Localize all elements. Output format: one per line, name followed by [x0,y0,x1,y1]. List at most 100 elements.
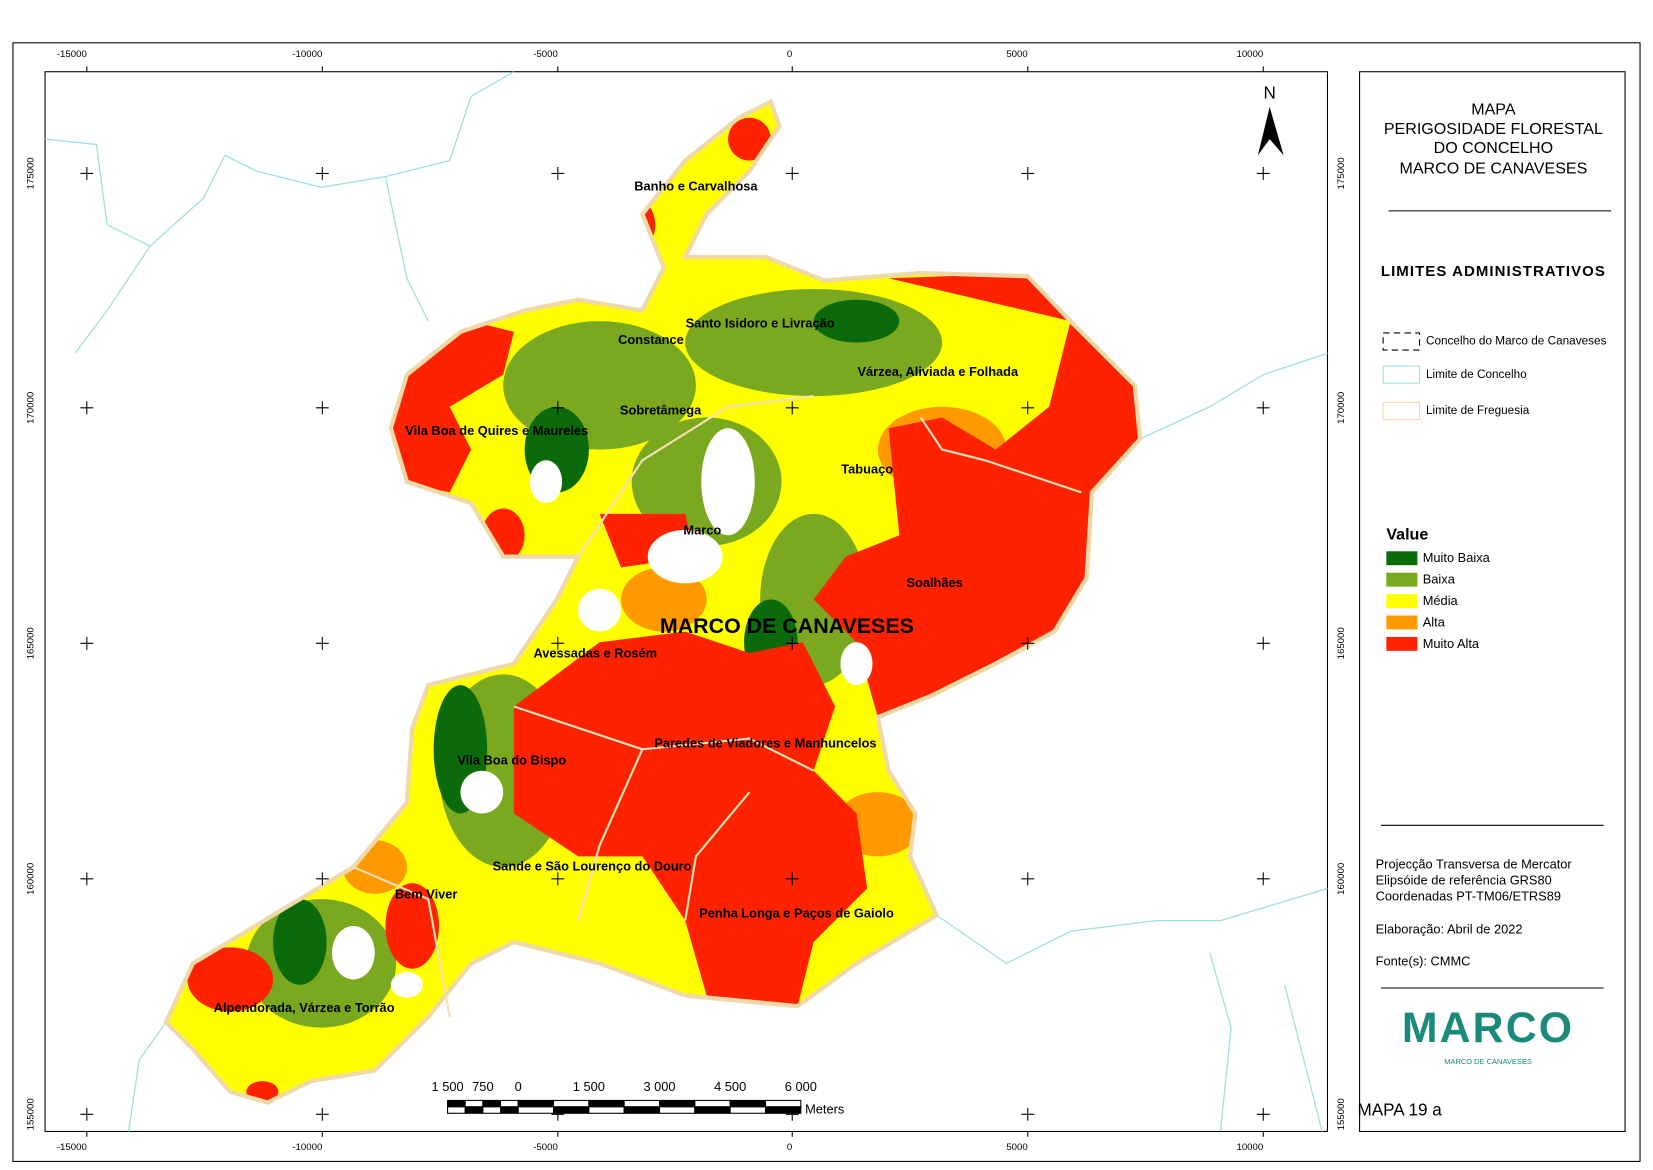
scale-segment [464,1099,484,1108]
north-label: N [1263,84,1275,103]
scale-label: 750 [472,1079,493,1094]
map-title: MARCO DE CANAVESES [1399,159,1587,177]
grid-cross [80,1107,94,1121]
scale-segment [658,1099,696,1108]
y-grid-label: 175000 [26,157,37,189]
y-grid-label: 160000 [26,863,37,895]
place-label: Constance [618,332,684,347]
freguesia-limits [352,395,1082,1018]
grid-cross [1256,636,1270,650]
place-label: Banho e Carvalhosa [634,179,758,194]
grid-cross [80,166,94,180]
scale-segment [588,1099,625,1108]
place-label: Sobretâmega [620,402,702,417]
grid-cross [551,401,565,415]
grid-cross [785,401,799,415]
x-grid-label: 10000 [1236,1142,1263,1153]
x-grid-label: 0 [787,1142,792,1153]
scale-segment [623,1099,661,1108]
map-title: MAPA [1471,100,1516,118]
class-label: Média [1423,593,1459,608]
y-grid-label: 170000 [1336,392,1347,424]
grid-cross [80,872,94,886]
scale-segment [447,1106,466,1114]
limits-title: LIMITES ADMINISTRATIVOS [1381,263,1606,280]
scale-label: 1 500 [573,1079,605,1094]
grid-cross [315,166,329,180]
scale-segment [464,1106,484,1114]
grid-cross [80,636,94,650]
limit-label: Limite de Concelho [1426,368,1527,381]
scale-segment [764,1106,802,1114]
y-grid-label: 155000 [1336,1098,1347,1130]
scale-label: 6 000 [785,1079,817,1094]
place-label: Soalhães [906,575,962,590]
place-label: Várzea, Aliviada e Folhada [857,364,1019,379]
map-title: DO CONCELHO [1434,139,1553,157]
grid-cross [1021,166,1035,180]
grid-cross [551,166,565,180]
map-title: PERIGOSIDADE FLORESTAL [1384,120,1603,138]
x-grid-label: -5000 [533,49,558,60]
grid-cross [1021,401,1035,415]
y-grid-label: 175000 [1336,157,1347,189]
y-grid-label: 165000 [1336,627,1347,659]
class-label: Muito Alta [1423,636,1480,651]
x-grid-label: -10000 [292,49,322,60]
y-grid-label: 155000 [26,1098,37,1130]
scale-label: 1 500 [432,1079,464,1094]
scale-segment [729,1106,767,1114]
class-label: Alta [1423,614,1446,629]
x-grid-label: 5000 [1006,49,1027,60]
grid-cross [315,872,329,886]
grid-cross [551,872,565,886]
scale-segment [588,1106,625,1114]
legend-panel [1359,71,1626,1132]
x-grid-label: 0 [787,49,792,60]
scale-segment [623,1106,661,1114]
class-swatch [1386,594,1418,609]
map: N MARCO DE CANAVESES [44,71,1329,1132]
limit-label: Concelho do Marco de Canaveses [1426,335,1607,348]
scale-segment [517,1106,555,1114]
grid-cross [551,636,565,650]
limit-swatch [1382,365,1421,384]
scale-segment [553,1106,590,1114]
scale-label: 0 [515,1079,522,1094]
grid-cross [1256,166,1270,180]
logo-name: MARCO [1402,1004,1574,1052]
place-label: Paredes de Viadores e Manhuncelos [654,735,876,750]
outer-frame [12,42,1641,1162]
scale-segment [729,1099,767,1108]
x-grid-label: 10000 [1236,49,1263,60]
scale-segment [517,1099,555,1108]
scale-segment [764,1099,802,1108]
grid-cross [1021,636,1035,650]
note: Elaboração: Abril de 2022 [1376,922,1523,937]
grid-cross [315,636,329,650]
logo-subtitle: MARCO DE CANAVESES [1444,1057,1532,1066]
grid-cross [1256,401,1270,415]
y-grid-label: 160000 [1336,863,1347,895]
place-label: Vila Boa do Bispo [457,752,566,767]
scale-unit: Meters [805,1101,844,1116]
class-swatch [1386,636,1418,651]
grid-cross [1256,1107,1270,1121]
place-label: Alpendorada, Várzea e Torrão [214,1000,395,1015]
scale-label: 3 000 [643,1079,675,1094]
scale-segment [482,1099,502,1108]
scale-segment [658,1106,696,1114]
y-grid-label: 170000 [26,392,37,424]
place-label: Avessadas e Rosém [533,645,657,660]
scale-segment [500,1099,519,1108]
note: Coordenadas PT-TM06/ETRS89 [1376,888,1561,903]
grid-cross [785,636,799,650]
y-grid-label: 165000 [26,627,37,659]
x-grid-label: -15000 [57,1142,87,1153]
class-swatch [1386,572,1418,587]
class-label: Muito Baixa [1423,550,1491,565]
grid-cross [315,401,329,415]
value-title: Value [1386,525,1428,543]
limit-swatch [1382,332,1421,351]
